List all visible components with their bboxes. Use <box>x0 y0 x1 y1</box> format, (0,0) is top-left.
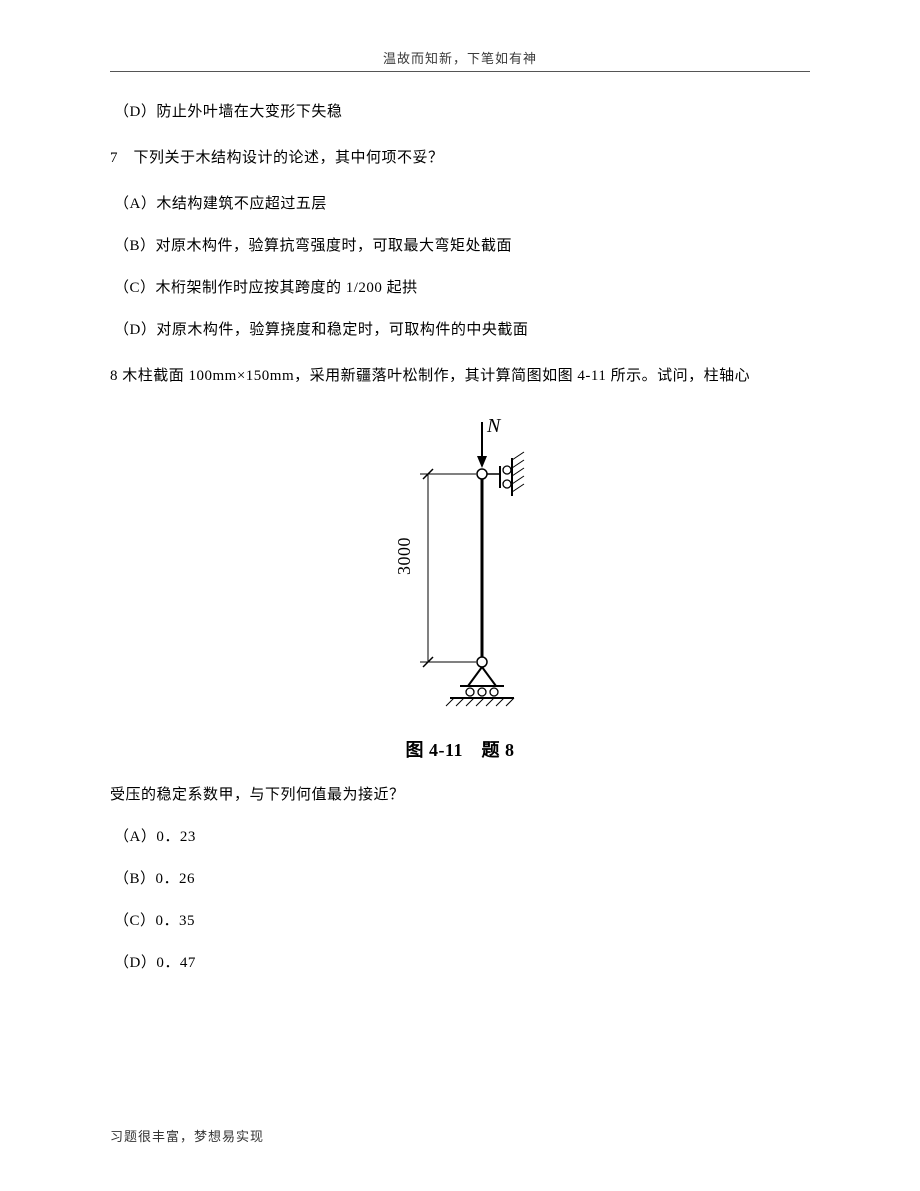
q7-option-d: （D）对原木构件，验算挠度和稳定时，可取构件的中央截面 <box>114 318 810 342</box>
q8-stem-bottom: 受压的稳定系数甲，与下列何值最为接近？ <box>110 783 810 807</box>
q8-option-a: （A）0．23 <box>114 825 810 849</box>
dimension-text: 3000 <box>394 537 414 575</box>
body: （D）防止外叶墙在大变形下失稳 7 下列关于木结构设计的论述，其中何项不妥？ （… <box>110 100 810 975</box>
q7-stem: 7 下列关于木结构设计的论述，其中何项不妥？ <box>110 146 810 170</box>
q8-stem-top: 8 木柱截面 100mm×150mm，采用新疆落叶松制作，其计算简图如图 4-1… <box>110 364 810 388</box>
q7-option-c: （C）木桁架制作时应按其跨度的 1/200 起拱 <box>114 276 810 300</box>
q7-option-b: （B）对原木构件，验算抗弯强度时，可取最大弯矩处截面 <box>114 234 810 258</box>
q8-option-b: （B）0．26 <box>114 867 810 891</box>
figure-caption: 图 4-11 题 8 <box>110 736 810 765</box>
q7-option-a: （A）木结构建筑不应超过五层 <box>114 192 810 216</box>
q8-option-c: （C）0．35 <box>114 909 810 933</box>
page-header: 温故而知新，下笔如有神 <box>110 48 810 72</box>
force-label-text: N <box>486 415 502 437</box>
page-footer: 习题很丰富，梦想易实现 <box>110 1126 264 1145</box>
q8-option-d: （D）0．47 <box>114 951 810 975</box>
page-root: 温故而知新，下笔如有神 （D）防止外叶墙在大变形下失稳 7 下列关于木结构设计的… <box>0 0 920 1191</box>
q6-option-d: （D）防止外叶墙在大变形下失稳 <box>114 100 810 124</box>
figure-4-11: N <box>110 410 810 765</box>
column-diagram: N <box>350 410 570 730</box>
